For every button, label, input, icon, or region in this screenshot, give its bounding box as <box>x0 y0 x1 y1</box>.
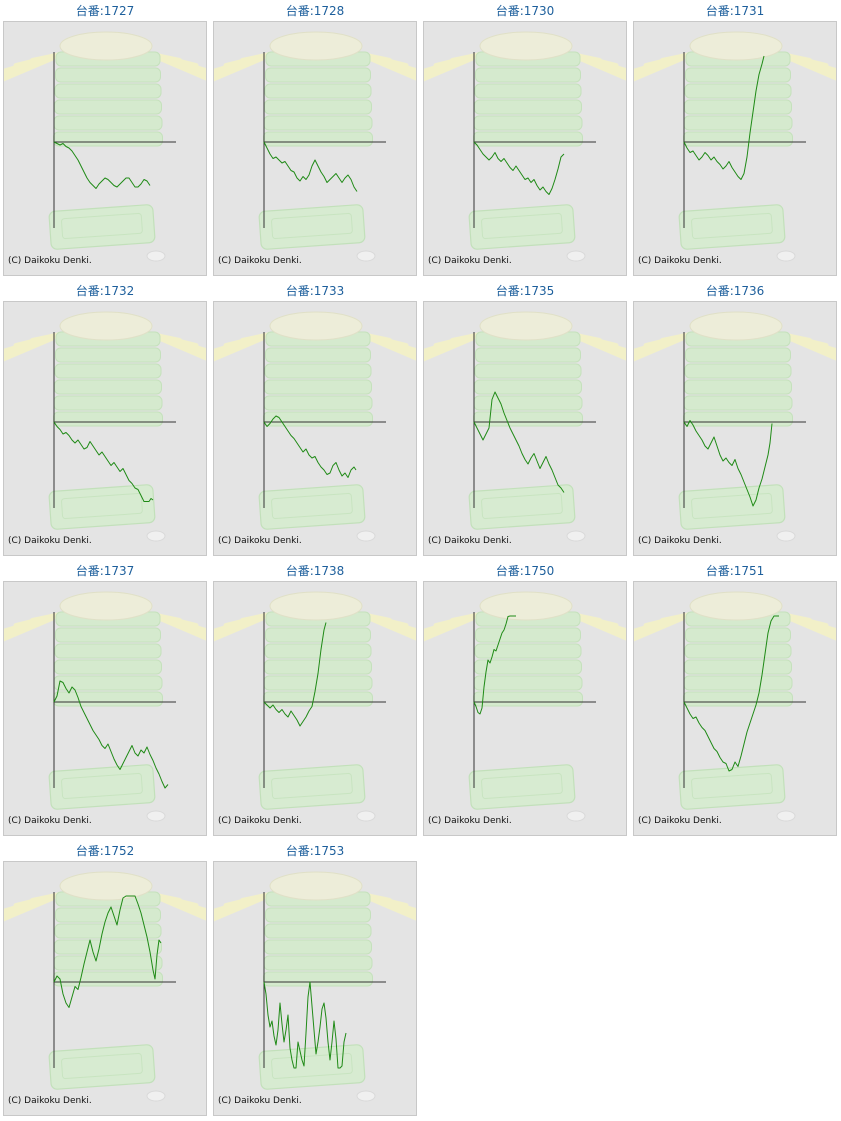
chart-panel: 台番:1753 (C) Daikoku Denki. <box>210 840 420 1120</box>
chart-title[interactable]: 台番:1732 <box>75 284 135 298</box>
chart-panel: 台番:1737 (C) Daikoku Denki. <box>0 560 210 840</box>
chart-panel: 台番:1751 (C) Daikoku Denki. <box>630 560 840 840</box>
chart-frame: (C) Daikoku Denki. <box>633 21 837 276</box>
copyright-text: (C) Daikoku Denki. <box>218 536 302 546</box>
chart-svg <box>214 871 416 1102</box>
chart-title[interactable]: 台番:1735 <box>495 284 555 298</box>
copyright-text: (C) Daikoku Denki. <box>8 816 92 826</box>
chart-svg <box>214 591 416 822</box>
watermark-illustration <box>424 591 626 822</box>
watermark-illustration <box>424 31 626 262</box>
watermark-illustration <box>214 31 416 262</box>
series-line <box>683 55 765 180</box>
copyright-text: (C) Daikoku Denki. <box>8 1096 92 1106</box>
series-line <box>683 615 779 772</box>
chart-frame: (C) Daikoku Denki. <box>423 301 627 556</box>
chart-frame: (C) Daikoku Denki. <box>3 861 207 1116</box>
chart-panel: 台番:1750 (C) Daikoku Denki. <box>420 560 630 840</box>
chart-svg <box>4 31 206 262</box>
chart-frame: (C) Daikoku Denki. <box>213 301 417 556</box>
watermark-illustration <box>634 31 836 262</box>
chart-panel: 台番:1736 (C) Daikoku Denki. <box>630 280 840 560</box>
watermark-illustration <box>4 871 206 1102</box>
series-line <box>53 141 151 189</box>
watermark-illustration <box>4 31 206 262</box>
chart-title[interactable]: 台番:1736 <box>705 284 765 298</box>
watermark-illustration <box>214 311 416 542</box>
chart-panel: 台番:1727 (C) Daikoku Denki. <box>0 0 210 280</box>
copyright-text: (C) Daikoku Denki. <box>638 816 722 826</box>
chart-panel: 台番:1738 (C) Daikoku Denki. <box>210 560 420 840</box>
chart-frame: (C) Daikoku Denki. <box>633 301 837 556</box>
series-line <box>473 615 516 715</box>
chart-title[interactable]: 台番:1753 <box>285 844 345 858</box>
watermark-illustration <box>4 591 206 822</box>
series-line <box>683 420 773 507</box>
chart-svg <box>424 311 626 542</box>
chart-svg <box>424 591 626 822</box>
series-line <box>263 622 327 727</box>
watermark-illustration <box>214 591 416 822</box>
copyright-text: (C) Daikoku Denki. <box>428 536 512 546</box>
chart-svg <box>424 31 626 262</box>
chart-svg <box>214 311 416 542</box>
watermark-illustration <box>634 591 836 822</box>
watermark-illustration <box>214 871 416 1102</box>
chart-title[interactable]: 台番:1727 <box>75 4 135 18</box>
copyright-text: (C) Daikoku Denki. <box>638 256 722 266</box>
copyright-text: (C) Daikoku Denki. <box>218 1096 302 1106</box>
chart-frame: (C) Daikoku Denki. <box>3 581 207 836</box>
chart-svg <box>4 871 206 1102</box>
chart-frame: (C) Daikoku Denki. <box>3 301 207 556</box>
copyright-text: (C) Daikoku Denki. <box>218 256 302 266</box>
series-line <box>263 141 358 192</box>
chart-frame: (C) Daikoku Denki. <box>633 581 837 836</box>
chart-panel: 台番:1733 (C) Daikoku Denki. <box>210 280 420 560</box>
copyright-text: (C) Daikoku Denki. <box>8 536 92 546</box>
copyright-text: (C) Daikoku Denki. <box>638 536 722 546</box>
chart-svg <box>634 31 836 262</box>
chart-frame: (C) Daikoku Denki. <box>423 21 627 276</box>
watermark-illustration <box>4 311 206 542</box>
chart-title[interactable]: 台番:1731 <box>705 4 765 18</box>
series-line <box>263 415 357 478</box>
chart-panel: 台番:1728 (C) Daikoku Denki. <box>210 0 420 280</box>
chart-frame: (C) Daikoku Denki. <box>213 861 417 1116</box>
series-line <box>473 141 565 195</box>
series-line <box>53 895 162 1008</box>
chart-svg <box>4 591 206 822</box>
chart-panel: 台番:1730 (C) Daikoku Denki. <box>420 0 630 280</box>
chart-frame: (C) Daikoku Denki. <box>3 21 207 276</box>
chart-svg <box>4 311 206 542</box>
watermark-illustration <box>634 311 836 542</box>
chart-title[interactable]: 台番:1737 <box>75 564 135 578</box>
chart-panel: 台番:1752 (C) Daikoku Denki. <box>0 840 210 1120</box>
chart-title[interactable]: 台番:1750 <box>495 564 555 578</box>
chart-title[interactable]: 台番:1751 <box>705 564 765 578</box>
chart-title[interactable]: 台番:1733 <box>285 284 345 298</box>
copyright-text: (C) Daikoku Denki. <box>218 816 302 826</box>
chart-title[interactable]: 台番:1730 <box>495 4 555 18</box>
chart-title[interactable]: 台番:1752 <box>75 844 135 858</box>
chart-frame: (C) Daikoku Denki. <box>423 581 627 836</box>
chart-frame: (C) Daikoku Denki. <box>213 21 417 276</box>
chart-panel: 台番:1735 (C) Daikoku Denki. <box>420 280 630 560</box>
watermark-illustration <box>424 311 626 542</box>
chart-title[interactable]: 台番:1728 <box>285 4 345 18</box>
chart-panel: 台番:1732 (C) Daikoku Denki. <box>0 280 210 560</box>
chart-panel: 台番:1731 (C) Daikoku Denki. <box>630 0 840 280</box>
chart-svg <box>634 591 836 822</box>
copyright-text: (C) Daikoku Denki. <box>428 256 512 266</box>
series-line <box>53 680 169 789</box>
chart-frame: (C) Daikoku Denki. <box>213 581 417 836</box>
copyright-text: (C) Daikoku Denki. <box>8 256 92 266</box>
copyright-text: (C) Daikoku Denki. <box>428 816 512 826</box>
chart-svg <box>634 311 836 542</box>
chart-title[interactable]: 台番:1738 <box>285 564 345 578</box>
series-line <box>53 421 154 502</box>
series-line <box>473 391 565 493</box>
chart-svg <box>214 31 416 262</box>
series-line <box>263 981 347 1069</box>
